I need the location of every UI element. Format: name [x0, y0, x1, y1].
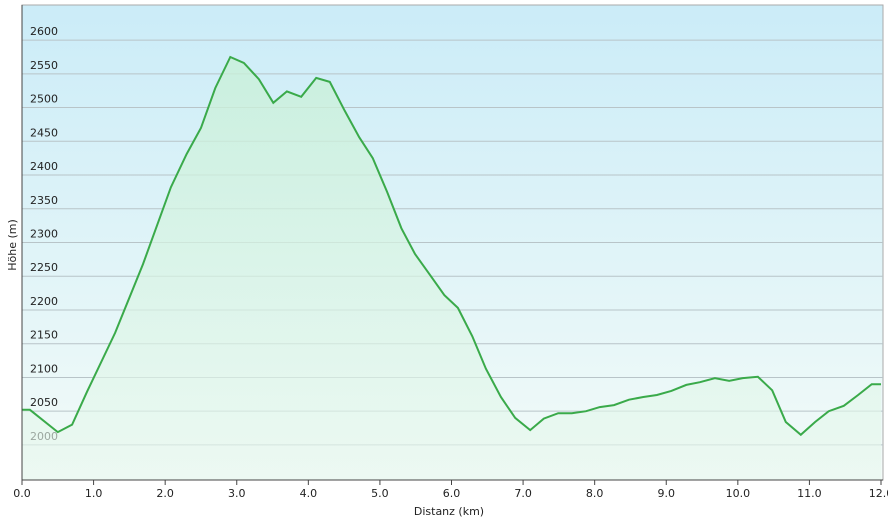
y-tick-label: 2400: [30, 160, 58, 173]
y-tick-label: 2200: [30, 295, 58, 308]
x-tick-label: 4.0: [300, 487, 318, 500]
x-tick-label: 10.0: [726, 487, 751, 500]
x-tick-label: 6.0: [443, 487, 461, 500]
y-tick-label: 2250: [30, 261, 58, 274]
y-tick-label: 2600: [30, 25, 58, 38]
x-tick-label: 5.0: [371, 487, 389, 500]
y-tick-label: 2150: [30, 329, 58, 342]
x-axis-label: Distanz (km): [414, 505, 484, 518]
y-tick-label: 2450: [30, 126, 58, 139]
y-tick-label: 2050: [30, 396, 58, 409]
area-fill: [22, 57, 881, 480]
x-tick-label: 9.0: [658, 487, 676, 500]
y-tick-label: 2500: [30, 93, 58, 106]
x-tick-label: 0.0: [13, 487, 31, 500]
y-tick-label: 2550: [30, 59, 58, 72]
x-tick-label: 11.0: [797, 487, 822, 500]
x-tick-label: 8.0: [586, 487, 604, 500]
y-tick-label: 2100: [30, 362, 58, 375]
y-axis-label: Höhe (m): [6, 219, 19, 271]
x-tick-label: 12.0: [869, 487, 888, 500]
elevation-line: [22, 55, 881, 437]
x-tick-label: 1.0: [85, 487, 103, 500]
x-tick-label: 7.0: [514, 487, 532, 500]
x-tick-label: 3.0: [228, 487, 246, 500]
y-tick-label: 2300: [30, 228, 58, 241]
y-tick-label: 2350: [30, 194, 58, 207]
x-tick-label: 2.0: [156, 487, 174, 500]
